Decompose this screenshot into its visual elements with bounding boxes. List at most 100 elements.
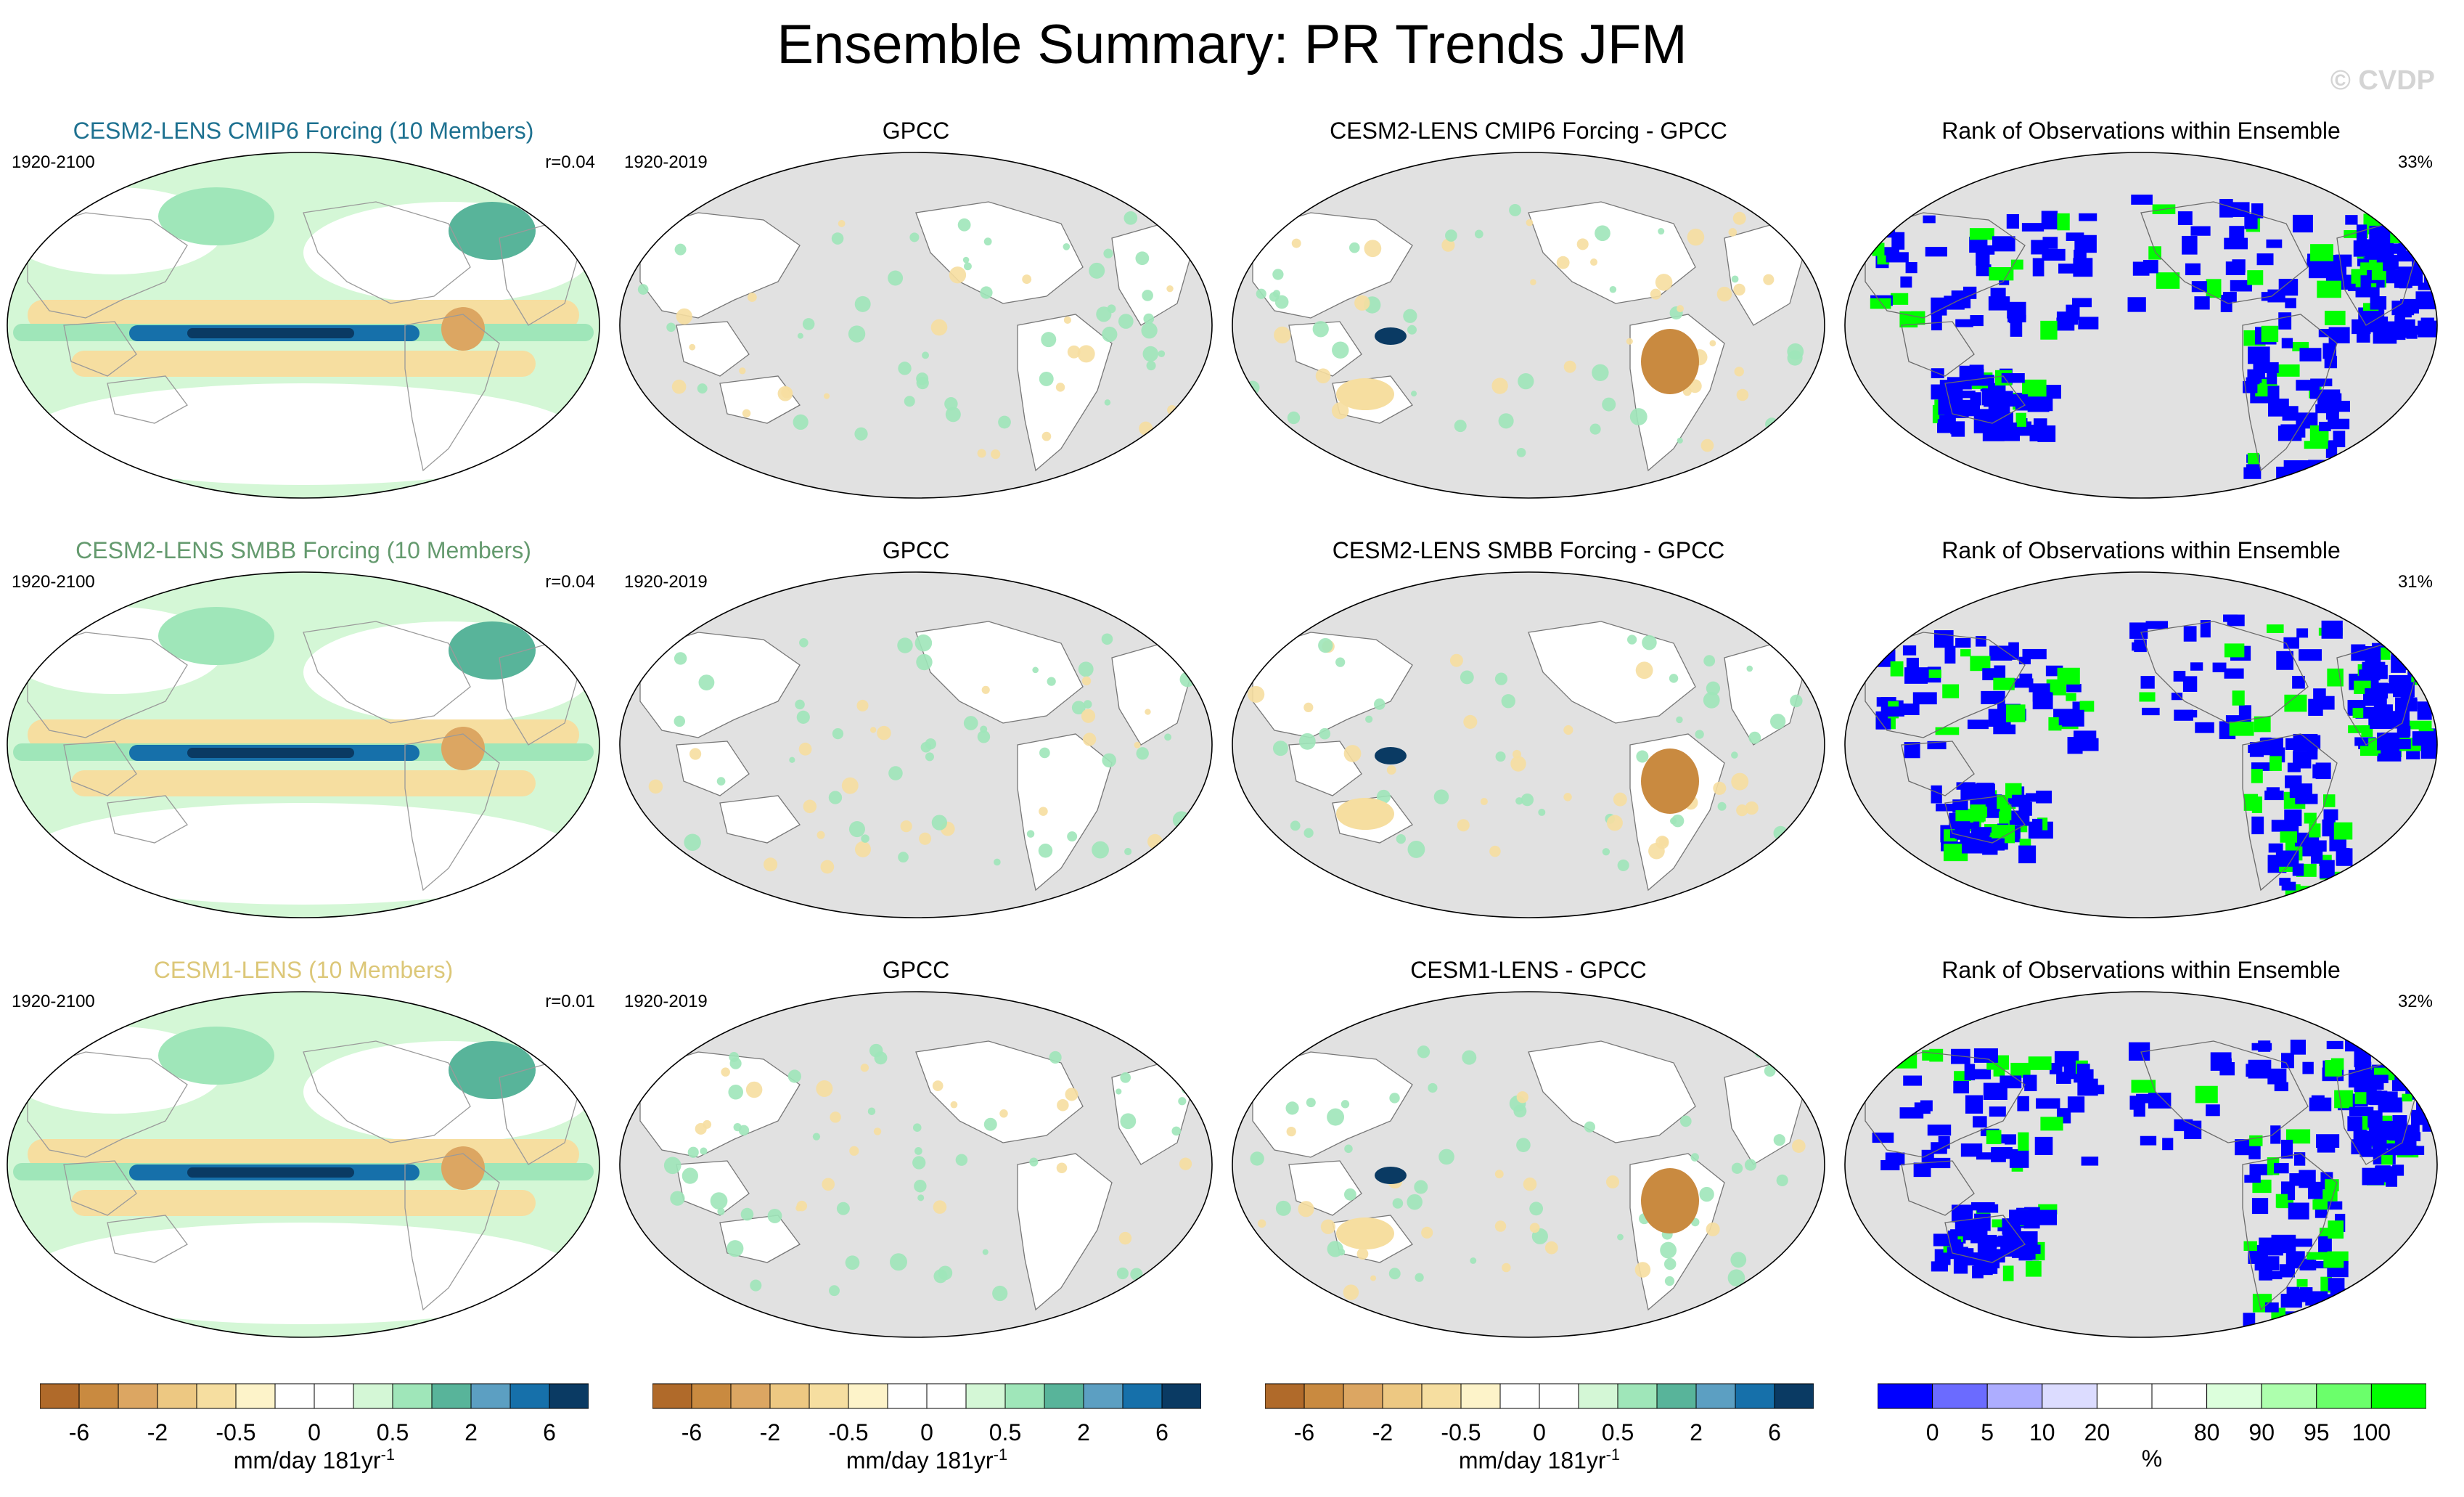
rank-cell [2206, 1104, 2220, 1117]
trend-patch [1178, 1097, 1187, 1106]
rank-cell [2251, 769, 2263, 783]
panel-title: CESM2-LENS SMBB Forcing - GPCC [1332, 537, 1725, 563]
trend-patch [1041, 332, 1057, 348]
trend-patch [1118, 1231, 1132, 1245]
trend-patch [1338, 1248, 1346, 1256]
rank-cell [1994, 1249, 2005, 1263]
rank-cell [2174, 1119, 2193, 1132]
trend-patch [1104, 399, 1111, 406]
rank-cell [2190, 662, 2203, 671]
rank-cell [2017, 1096, 2029, 1111]
trend-patch [912, 1123, 922, 1132]
rank-cell [2071, 298, 2092, 308]
trend-patch [933, 1200, 947, 1214]
colorbar-swatch [2206, 1383, 2262, 1409]
colorbar-swatch [730, 1383, 771, 1409]
rank-cell [2247, 452, 2259, 468]
rank-cell [2206, 279, 2222, 298]
rank-cell [2301, 1312, 2320, 1330]
trend-patch [1370, 1275, 1377, 1281]
rank-cell [2318, 1236, 2332, 1254]
rank-cell [2324, 356, 2338, 369]
trend-patch [848, 325, 866, 343]
trend-patch [829, 1285, 840, 1297]
colorbar-swatch [392, 1383, 433, 1409]
rank-cell [2280, 831, 2297, 843]
trend-patch [1502, 1263, 1511, 1273]
trend-patch [888, 270, 904, 286]
trend-patch [1272, 290, 1281, 298]
rank-cell [1933, 630, 1954, 648]
rank-cell [2299, 649, 2322, 661]
trend-patch [1102, 753, 1116, 768]
colorbar-swatch [769, 1383, 810, 1409]
colorbar-tick-label: 100 [2352, 1419, 2391, 1445]
trend-patch [1055, 383, 1065, 392]
weak-trend-region [303, 202, 594, 303]
map-border [1232, 152, 1825, 499]
rank-cell [2358, 1130, 2375, 1145]
trend-patch [1671, 814, 1685, 828]
trend-patch [898, 362, 912, 375]
rank-cell [2263, 362, 2279, 373]
trend-patch [1617, 859, 1629, 872]
trend-patch [742, 409, 751, 418]
panel-title: CESM2-LENS SMBB Forcing (10 Members) [75, 537, 531, 563]
rank-cell [2309, 823, 2321, 838]
rank-cell [2285, 298, 2296, 309]
trend-patch [1700, 439, 1714, 452]
trend-patch [1764, 1065, 1776, 1077]
rank-cell [2034, 1136, 2053, 1155]
trend-patch [1480, 798, 1488, 806]
trend-patch [697, 383, 708, 394]
map-border [7, 991, 600, 1338]
rank-cell [1960, 783, 1984, 801]
panel-title: CESM1-LENS - GPCC [1410, 957, 1647, 983]
colorbar-swatch [1421, 1383, 1462, 1409]
colorbar-swatch [2042, 1383, 2097, 1409]
rank-cell [2066, 693, 2076, 701]
rank-cell [1902, 645, 1917, 656]
rank-cell [2023, 1074, 2035, 1088]
map-border [1844, 571, 2438, 918]
trend-patch [1063, 242, 1071, 250]
trend-patch [1589, 258, 1598, 266]
rank-cell [2421, 1061, 2437, 1072]
trend-patch [1259, 205, 1272, 217]
rank-cell [2400, 298, 2420, 314]
rank-cell [2322, 343, 2337, 359]
trend-patch [1680, 1115, 1692, 1127]
trend-patch [1687, 228, 1705, 246]
trend-patch [848, 821, 865, 838]
rank-cell [2010, 1062, 2031, 1078]
rank-cell [1991, 824, 2015, 839]
trend-patch [1136, 747, 1149, 760]
panel-title: GPCC [882, 957, 950, 983]
north-america-landmass [1528, 1040, 1696, 1143]
rank-cell [2400, 1080, 2420, 1091]
rank-cell [2331, 459, 2355, 477]
colorbar-units-text: % [2141, 1445, 2163, 1472]
south-america-landmass [404, 1153, 500, 1311]
colorbar-units-text: mm/day 181yr [233, 1447, 381, 1474]
trend-patch [1250, 1151, 1264, 1166]
rank-cell [2391, 1125, 2410, 1141]
panel-title: Rank of Observations within Ensemble [1941, 118, 2341, 144]
trend-patch [1056, 1162, 1068, 1174]
trend-patch [1142, 290, 1153, 301]
rank-cell [1934, 1249, 1951, 1265]
trend-patch [1494, 672, 1508, 685]
rank-cell [2331, 255, 2346, 271]
rank-cell [2397, 1064, 2418, 1077]
rank-cell [1992, 836, 2005, 851]
colorbar-swatch [848, 1383, 888, 1409]
global-map [1844, 571, 2438, 918]
rank-cell [2244, 213, 2258, 229]
rank-cell [1989, 266, 2014, 281]
rank-cell [1976, 1152, 1993, 1160]
rank-cell [2348, 725, 2370, 733]
rank-cell [2429, 674, 2437, 692]
rank-cell [2334, 1090, 2354, 1109]
trend-patch [1745, 801, 1759, 815]
rank-cell [2336, 847, 2350, 866]
